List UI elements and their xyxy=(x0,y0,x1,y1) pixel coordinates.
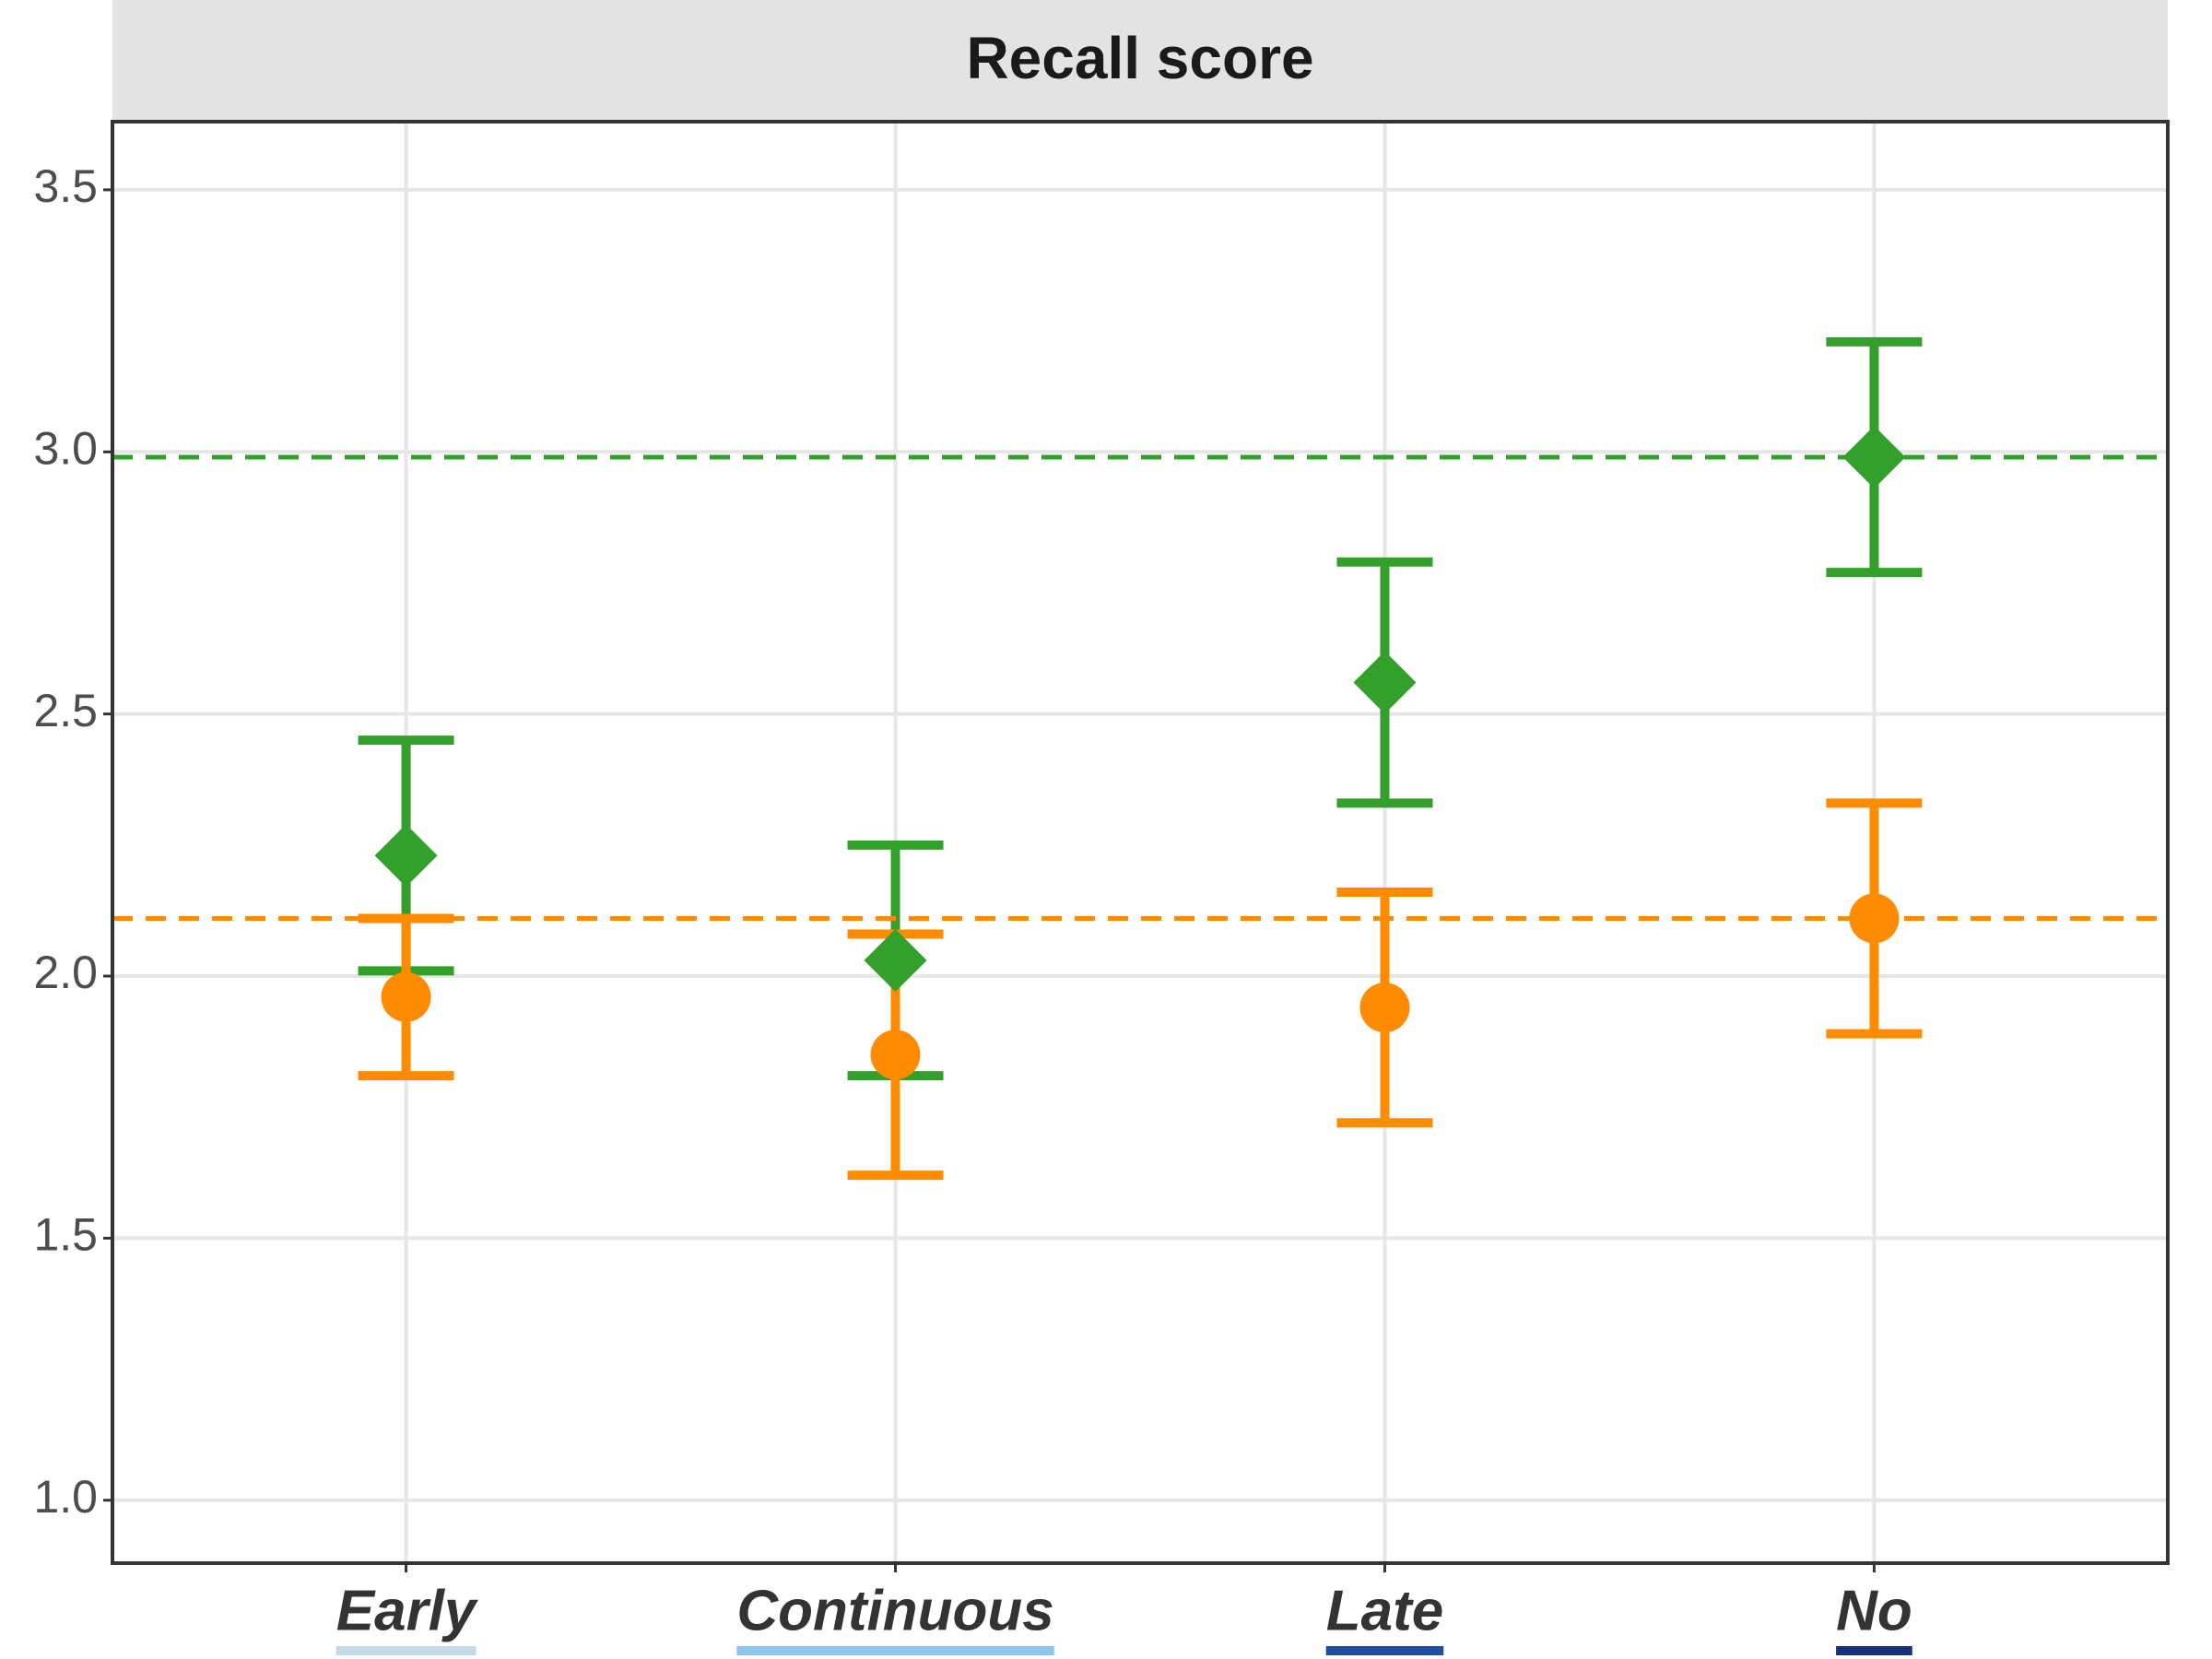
y-tick-label: 1.5 xyxy=(33,1209,98,1261)
panel-border xyxy=(111,120,2170,1565)
chart-title: Recall score xyxy=(966,25,1313,91)
point xyxy=(864,928,927,992)
y-tick-label: 2.0 xyxy=(33,947,98,998)
point xyxy=(1842,425,1906,488)
y-tick-label: 1.0 xyxy=(33,1471,98,1523)
y-tick-label: 3.5 xyxy=(33,160,98,212)
point xyxy=(1359,982,1410,1033)
x-tick-label: Continuous xyxy=(736,1579,1053,1642)
x-tick-label: No xyxy=(1836,1579,1912,1642)
plot-area: 1.0 1.5 2.0 2.5 3.0 3.5 Early Continuous Late No xyxy=(33,122,2168,1655)
point xyxy=(870,1030,921,1080)
y-tick-label: 2.5 xyxy=(33,685,98,736)
point xyxy=(381,971,431,1022)
x-tick-label: Early xyxy=(336,1579,479,1642)
category-underline xyxy=(335,1646,477,1655)
point xyxy=(1849,893,1900,944)
point xyxy=(374,824,438,888)
category-underline xyxy=(1325,1646,1444,1655)
category-underline xyxy=(1836,1646,1912,1655)
category-underline xyxy=(736,1646,1054,1655)
y-tick-label: 3.0 xyxy=(33,423,98,475)
point xyxy=(1353,651,1417,714)
facet-strip xyxy=(112,0,2168,122)
x-tick-label: Late xyxy=(1326,1579,1443,1642)
